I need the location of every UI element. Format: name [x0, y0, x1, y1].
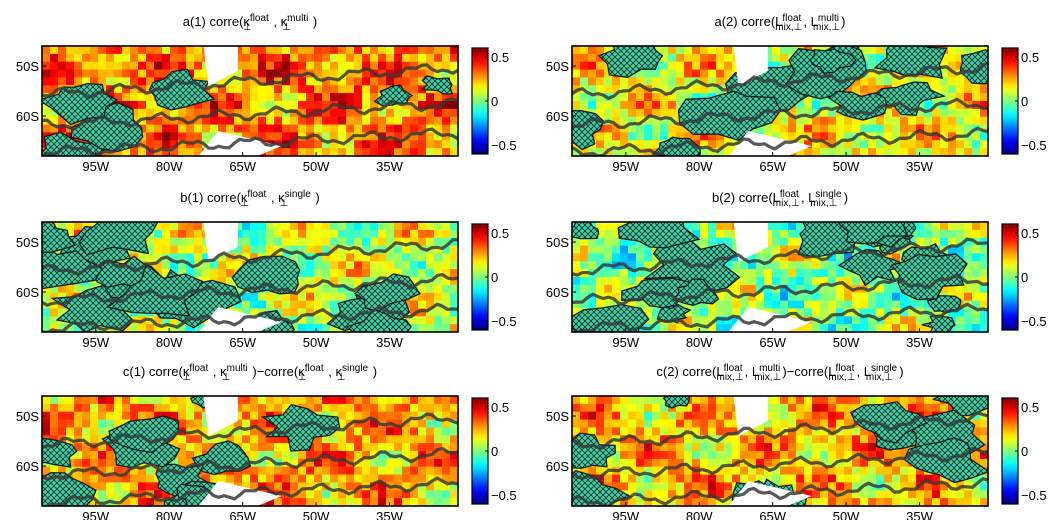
panel-title: b(2) corre(Lfloat mix,⊥ , Lsingle mix,⊥ ) — [712, 189, 848, 209]
y-tick-label: 50S — [16, 59, 39, 74]
x-tick-label: 50W — [303, 335, 330, 350]
y-tick-label: 50S — [546, 59, 569, 74]
x-tick-label: 50W — [833, 509, 860, 520]
panel-title: c(2) corre(Lfloat mix,⊥ , Lmulti mix,⊥ )−c… — [656, 363, 903, 383]
panel-title: a(2) corre(Lfloat mix,⊥ , Lmulti mix,⊥ ) — [714, 13, 845, 33]
front-contours — [42, 238, 458, 332]
y-tick-label: 50S — [16, 409, 39, 424]
front-contours — [572, 61, 988, 156]
colorbar-tick-label: 0 — [1021, 94, 1028, 109]
x-tick-label: 80W — [686, 159, 713, 174]
x-tick-label: 35W — [376, 509, 403, 520]
colorbar-tick-label: −0.5 — [491, 138, 517, 153]
x-tick-label: 80W — [156, 509, 183, 520]
axes-frame — [571, 395, 989, 507]
hatched-regions — [42, 68, 454, 156]
front-contours — [572, 410, 988, 506]
x-tick-label: 50W — [303, 509, 330, 520]
x-tick-label: 35W — [376, 335, 403, 350]
y-tick-label: 50S — [16, 235, 39, 250]
x-tick-label: 65W — [229, 159, 256, 174]
panel-c(2): 95W 80W 65W 50W 35W 50S 60S c(2) corre(Lfloat mi… — [546, 363, 1047, 520]
colorbar-tick-label: 0.5 — [491, 400, 509, 415]
colorbar-tick-label: 0.5 — [491, 50, 509, 65]
x-tick-label: 65W — [759, 335, 786, 350]
x-tick-label: 65W — [229, 509, 256, 520]
x-tick-label: 80W — [686, 335, 713, 350]
x-tick-label: 95W — [82, 335, 109, 350]
panel-a(1): 95W 80W 65W 50W 35W 50S 60S a(1) corre(κfloat ⊥ … — [16, 13, 517, 174]
colorbar-tick-label: 0.5 — [1021, 226, 1039, 241]
axes-frame — [41, 221, 459, 333]
x-tick-label: 95W — [612, 159, 639, 174]
front-contours — [572, 237, 988, 332]
front-contours — [42, 412, 458, 506]
x-tick-label: 65W — [229, 335, 256, 350]
x-tick-label: 35W — [906, 335, 933, 350]
x-tick-label: 50W — [833, 335, 860, 350]
y-tick-label: 50S — [546, 409, 569, 424]
colorbar-tick-label: 0.5 — [1021, 400, 1039, 415]
colorbar-tick-label: −0.5 — [1021, 138, 1047, 153]
panel-title: a(1) corre(κfloat ⊥ , κmulti ⊥ ) — [183, 13, 318, 33]
x-tick-label: 95W — [612, 509, 639, 520]
colorbar-tick-label: 0 — [491, 270, 498, 285]
colorbar-tick-label: −0.5 — [491, 314, 517, 329]
y-tick-label: 50S — [546, 235, 569, 250]
x-tick-label: 95W — [612, 335, 639, 350]
hatched-regions — [572, 222, 968, 332]
panel-b(2): 95W 80W 65W 50W 35W 50S 60S b(2) corre(Lfloat mi… — [546, 189, 1047, 350]
colorbar-tick-label: 0 — [491, 444, 498, 459]
y-tick-label: 60S — [16, 109, 39, 124]
land-mask — [198, 46, 282, 156]
x-tick-label: 95W — [82, 509, 109, 520]
x-tick-label: 35W — [376, 159, 403, 174]
colorbar-tick-label: 0.5 — [1021, 50, 1039, 65]
front-contours — [42, 63, 458, 156]
x-tick-label: 80W — [156, 159, 183, 174]
y-tick-label: 60S — [16, 285, 39, 300]
panel-title: b(1) corre(κfloat ⊥ , κsingle ⊥ ) — [180, 189, 320, 209]
x-tick-label: 35W — [906, 159, 933, 174]
x-tick-label: 35W — [906, 509, 933, 520]
x-tick-label: 50W — [303, 159, 330, 174]
y-tick-label: 60S — [546, 109, 569, 124]
axes-frame — [41, 395, 459, 507]
axes-frame — [41, 45, 459, 157]
axes-frame — [571, 45, 989, 157]
colorbar-tick-label: −0.5 — [491, 488, 517, 503]
hatched-regions — [572, 396, 988, 506]
y-tick-label: 60S — [546, 285, 569, 300]
colorbar-tick-label: −0.5 — [1021, 314, 1047, 329]
y-tick-label: 60S — [16, 459, 39, 474]
land-mask — [728, 46, 812, 156]
panel-a(2): 95W 80W 65W 50W 35W 50S 60S a(2) corre(Lfloat mi… — [546, 13, 1047, 174]
panel-b(1): 95W 80W 65W 50W 35W 50S 60S b(1) corre(κfloat ⊥ … — [16, 189, 517, 350]
colorbar-tick-label: 0 — [1021, 270, 1028, 285]
x-tick-label: 80W — [156, 335, 183, 350]
x-tick-label: 80W — [686, 509, 713, 520]
colorbar-tick-label: 0 — [1021, 444, 1028, 459]
colorbar-tick-label: −0.5 — [1021, 488, 1047, 503]
x-tick-label: 65W — [759, 509, 786, 520]
hatched-regions — [572, 46, 988, 156]
x-tick-label: 65W — [759, 159, 786, 174]
y-tick-label: 60S — [546, 459, 569, 474]
panel-c(1): 95W 80W 65W 50W 35W 50S 60S c(1) corre(κfloat ⊥ … — [16, 363, 517, 520]
axes-frame — [571, 221, 989, 333]
colorbar-tick-label: 0.5 — [491, 226, 509, 241]
x-tick-label: 50W — [833, 159, 860, 174]
x-tick-label: 95W — [82, 159, 109, 174]
colorbar-tick-label: 0 — [491, 94, 498, 109]
panel-title: c(1) corre(κfloat ⊥ , κmulti ⊥ )−corre(κfl… — [123, 363, 377, 383]
